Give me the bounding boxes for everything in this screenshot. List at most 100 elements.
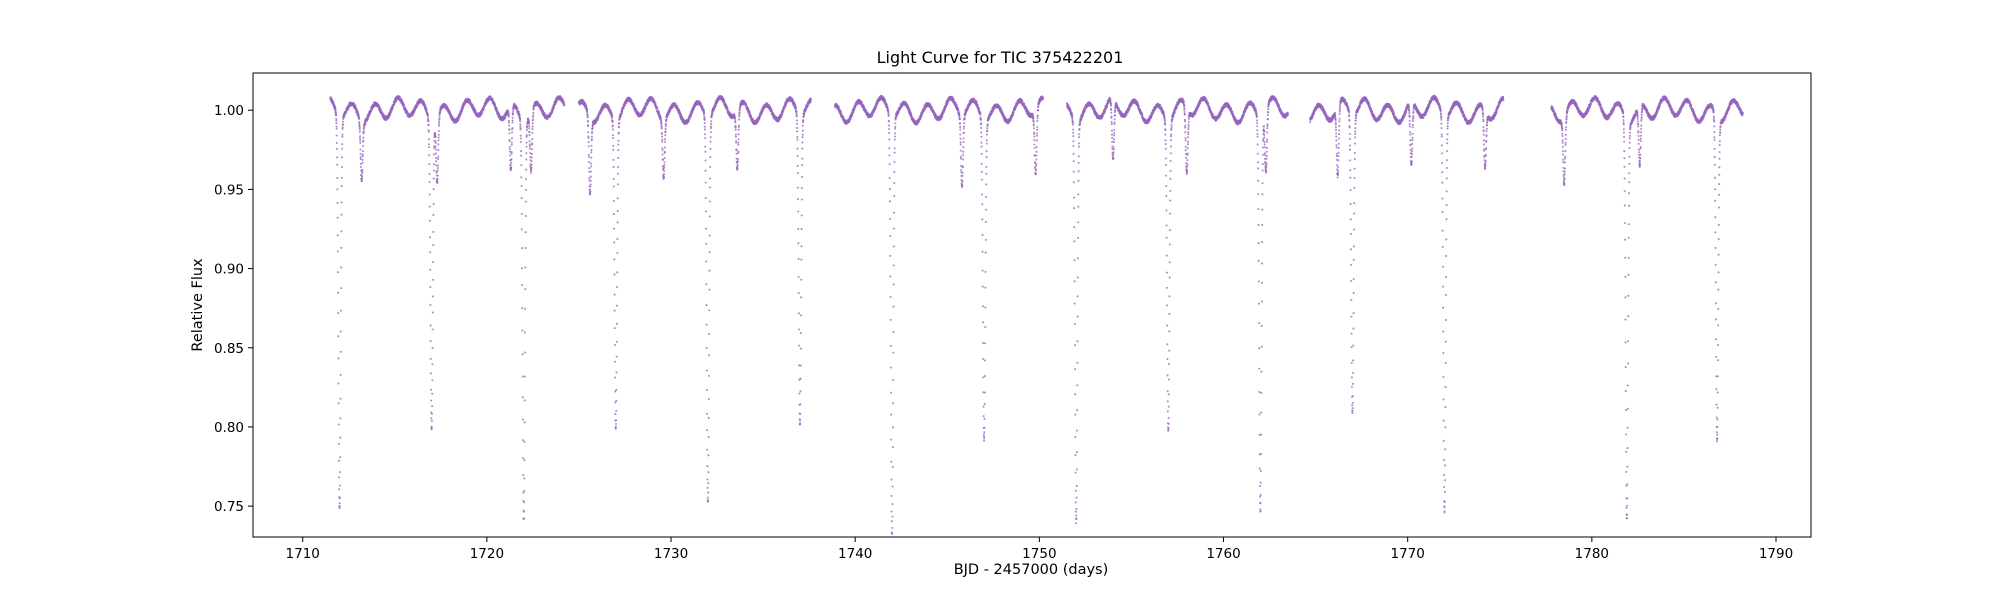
flux-point	[531, 127, 534, 131]
flux-point	[664, 122, 667, 125]
flux-point	[428, 180, 431, 183]
flux-point	[661, 153, 664, 156]
flux-point	[705, 304, 708, 307]
flux-point	[519, 134, 522, 137]
flux-point	[613, 343, 616, 346]
flux-point	[708, 251, 711, 254]
flux-point	[661, 147, 664, 150]
flux-point	[888, 176, 891, 180]
flux-point	[431, 405, 434, 408]
flux-point	[799, 412, 802, 416]
flux-point	[612, 148, 615, 151]
flux-point	[800, 214, 803, 217]
flux-point	[887, 119, 890, 123]
flux-point	[337, 312, 340, 315]
flux-point	[510, 141, 513, 144]
flux-point	[523, 490, 526, 493]
flux-point	[438, 122, 441, 125]
flux-point	[432, 202, 435, 206]
flux-point	[585, 105, 588, 108]
flux-point	[893, 138, 896, 141]
flux-point	[612, 213, 616, 216]
flux-point	[590, 135, 593, 138]
flux-point	[614, 423, 618, 426]
flux-point	[889, 391, 893, 394]
flux-point	[665, 118, 668, 121]
flux-point	[613, 258, 616, 261]
flux-point	[704, 210, 707, 213]
flux-point	[436, 166, 439, 170]
flux-point	[893, 135, 896, 138]
flux-point	[340, 165, 344, 169]
flux-point	[709, 125, 713, 128]
flux-point	[335, 134, 338, 137]
flux-point	[427, 130, 430, 133]
flux-point	[402, 104, 405, 107]
flux-point	[796, 130, 799, 133]
flux-point	[430, 412, 434, 415]
flux-point	[524, 307, 527, 311]
flux-point	[797, 275, 800, 278]
flux-point	[361, 158, 364, 161]
flux-point	[704, 150, 707, 153]
flux-point	[337, 423, 340, 426]
flux-point	[511, 126, 514, 130]
flux-point	[799, 390, 802, 393]
flux-point	[362, 144, 365, 147]
flux-point	[337, 459, 341, 462]
flux-point	[736, 167, 739, 170]
flux-point	[704, 227, 708, 230]
flux-point	[528, 127, 531, 130]
flux-point	[507, 112, 510, 115]
flux-point	[735, 141, 738, 144]
flux-point	[524, 214, 527, 217]
flux-point	[703, 121, 706, 125]
flux-point	[664, 138, 667, 141]
flux-point	[334, 108, 337, 111]
flux-point	[523, 399, 526, 402]
flux-point	[361, 155, 364, 158]
flux-point	[890, 460, 893, 463]
flux-point	[338, 505, 341, 508]
flux-point	[612, 177, 615, 180]
flux-point	[525, 168, 528, 171]
flux-point	[528, 145, 531, 148]
flux-point	[458, 115, 461, 118]
flux-point	[802, 119, 805, 122]
flux-point	[587, 161, 591, 164]
flux-point	[800, 314, 803, 317]
flux-point	[512, 110, 515, 113]
flux-point	[617, 156, 620, 159]
flux-point	[734, 128, 737, 131]
flux-point	[528, 134, 531, 137]
flux-point	[888, 154, 891, 157]
flux-point	[707, 454, 710, 457]
flux-point	[737, 143, 740, 146]
flux-point	[707, 374, 710, 377]
flux-point	[436, 164, 440, 167]
flux-point	[588, 177, 591, 180]
flux-point	[336, 201, 339, 205]
flux-point	[481, 112, 484, 115]
flux-point	[439, 111, 442, 114]
flux-point	[429, 340, 432, 343]
flux-point	[522, 474, 525, 477]
flux-point	[341, 127, 344, 130]
flux-point	[359, 139, 362, 142]
flux-point	[529, 171, 533, 174]
flux-point	[892, 227, 895, 230]
flux-point	[737, 141, 740, 144]
flux-point	[587, 131, 590, 134]
flux-point	[361, 168, 364, 171]
flux-point	[361, 153, 364, 156]
flux-point	[888, 200, 892, 203]
flux-point	[797, 257, 800, 261]
flux-point	[336, 271, 340, 274]
flux-point	[809, 99, 812, 102]
flux-point	[523, 501, 526, 504]
flux-point	[431, 379, 434, 382]
flux-point	[437, 124, 441, 127]
flux-point	[664, 134, 667, 137]
flux-point	[736, 157, 740, 160]
flux-point	[437, 155, 440, 158]
